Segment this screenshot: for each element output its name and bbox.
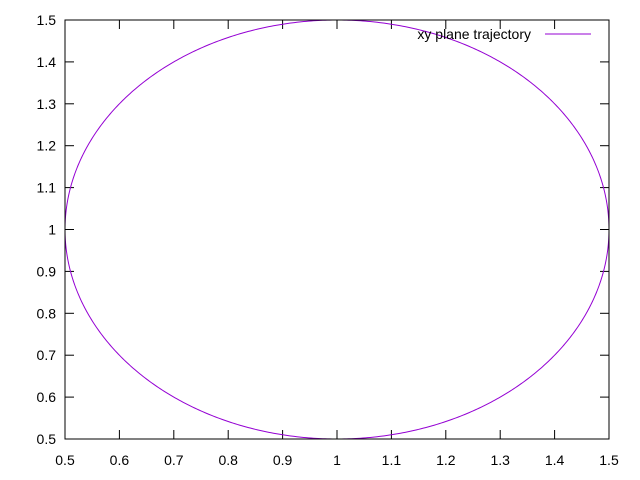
x-tick-label: 1.4 [545,452,565,468]
y-tick-labels: 0.5 0.6 0.7 0.8 0.9 1 1.1 1.2 1.3 1.4 1.5 [37,12,57,447]
x-tick-label: 1.2 [436,452,456,468]
y-tick-label: 1.1 [37,180,57,196]
legend-label: xy plane trajectory [417,26,531,42]
tick-marks [64,19,610,440]
x-tick-labels: 0.5 0.6 0.7 0.8 0.9 1 1.1 1.2 1.3 1.4 1.5 [55,452,619,468]
x-tick-label: 0.9 [273,452,293,468]
y-tick-label: 0.6 [37,389,57,405]
x-tick-label: 1 [333,452,341,468]
x-tick-label: 0.7 [164,452,184,468]
y-tick-label: 0.8 [37,305,57,321]
series-line-xy-plane-trajectory [64,19,610,440]
y-tick-label: 1.3 [37,96,57,112]
x-tick-label: 1.3 [490,452,510,468]
y-tick-label: 0.9 [37,263,57,279]
plot-frame [64,19,610,440]
x-tick-label: 1.5 [599,452,619,468]
y-tick-label: 0.7 [37,347,57,363]
y-tick-label: 1.4 [37,54,57,70]
legend: xy plane trajectory [417,26,591,42]
x-tick-label: 0.5 [55,452,75,468]
y-tick-label: 1.5 [37,12,57,28]
y-tick-label: 0.5 [37,431,57,447]
y-tick-label: 1 [48,222,56,238]
x-tick-label: 0.6 [110,452,130,468]
x-tick-label: 1.1 [382,452,402,468]
x-tick-label: 0.8 [218,452,238,468]
y-tick-label: 1.2 [37,138,57,154]
